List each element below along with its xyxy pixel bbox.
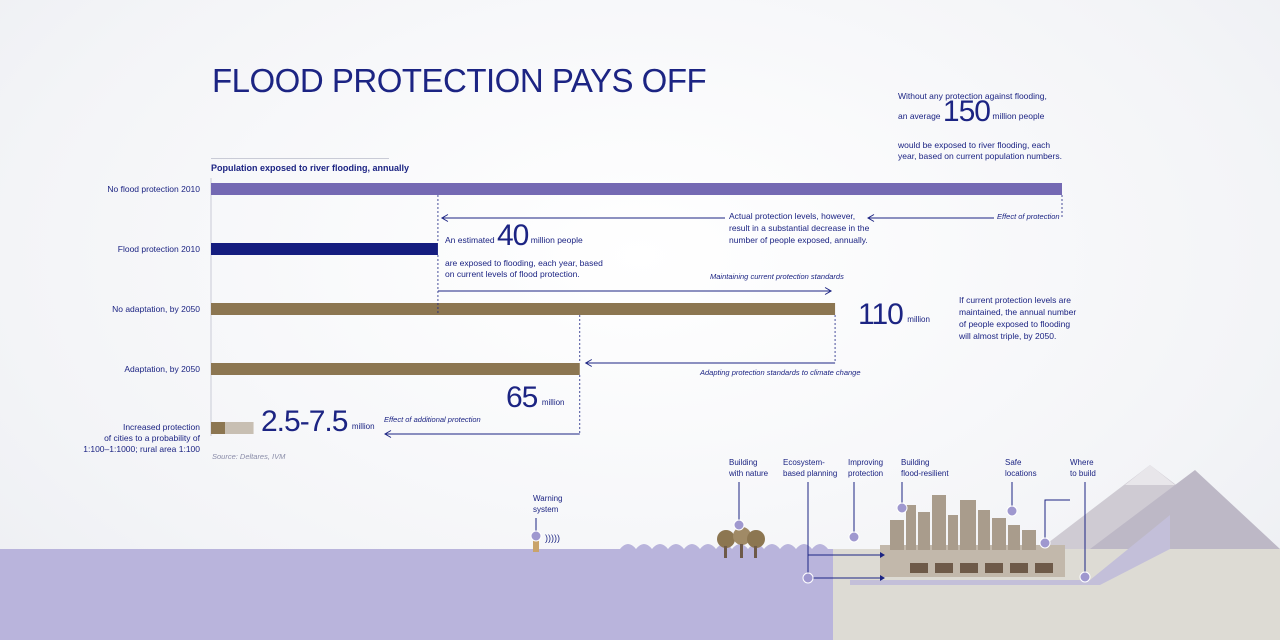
note-150-line1: Without any protection against flooding, [898,91,1047,101]
row-label-line: Adaptation, by 2050 [124,363,200,374]
value-range: 2.5-7.5 million [261,405,375,439]
value-65-unit: million [541,398,565,407]
row-label-4: Increased protection of cities to a proba… [0,422,200,455]
value-range-unit: million [351,422,375,431]
bar-3 [211,363,580,375]
value-40: 40 [497,219,529,252]
note-40-line2: are exposed to flooding, each year, base… [445,258,603,268]
callout-lines [535,482,1086,579]
note-150: an average 150 million people [898,97,1045,127]
row-label-0: No flood protection 2010 [0,184,200,195]
note-110-line1: If current protection levels are [959,295,1071,305]
value-110-unit: million [907,315,930,324]
bar-2 [211,303,836,315]
subtitle-rule [211,158,389,159]
warning-post-icon [533,536,539,552]
row-label-line: No adaptation, by 2050 [112,303,200,314]
city-houses [910,563,1053,573]
mountain-front [1090,470,1280,549]
label-where: Where to build [1070,458,1096,478]
bar-0 [211,183,1062,195]
label-adapting: Adapting protection standards to climate… [700,368,861,377]
bar-1 [211,243,438,255]
label-effect-of-protection: Effect of protection [997,212,1060,221]
row-label-line: No flood protection 2010 [107,183,200,194]
row-label-line: 1:100–1:1000; rural area 1:100 [83,444,200,454]
row-label-3: Adaptation, by 2050 [0,364,200,375]
bar-4-low [211,422,226,434]
note-actual-line2: result in a substantial decrease in the [729,223,870,233]
value-110: 110 million [858,298,930,332]
warning-signal-icon: ))))) [545,533,560,543]
note-150-post: million people [992,111,1045,121]
value-65: 65 million [506,381,565,415]
arrow-adapting-head [584,359,593,367]
arrow-effect-additional-head [384,430,392,438]
row-label-line: Increased protection [122,422,200,432]
arrow-effect-protection-head [867,214,875,222]
water-area [0,549,833,640]
chart-title: FLOOD PROTECTION PAYS OFF [212,62,707,99]
note-40-line3: on current levels of flood protection. [445,269,580,279]
note-110-line2: maintained, the annual number [959,307,1077,317]
row-label-line: Flood protection 2010 [117,243,200,254]
note-actual-line3: number of people exposed, annually. [729,235,868,245]
city-buildings [890,495,1036,550]
note-40-pre: An estimated [445,235,495,245]
trees-icon [717,527,765,558]
label-warning: Warning system [533,494,563,514]
label-resilient: Building flood-resilient [901,458,949,478]
note-150-pre: an average [898,111,941,121]
value-range-num: 2.5-7.5 [261,405,348,438]
callout-dots [530,502,1091,584]
label-safe: Safe locations [1005,458,1037,478]
mountain-snow [1125,465,1175,485]
note-110-line3: of people exposed to flooding [959,319,1071,329]
note-110-line4: will almost triple, by 2050. [959,331,1057,341]
row-label-2: No adaptation, by 2050 [0,304,200,315]
note-40: An estimated 40 million people [445,221,583,251]
label-improving: Improving protection [848,458,884,478]
label-nature: Building with nature [729,458,769,478]
note-40-post: million people [530,235,583,245]
note-actual-line1: Actual protection levels, however, [729,211,856,221]
callout-arrowheads [880,552,885,581]
value-150: 150 [942,95,991,128]
chart-subtitle: Population exposed to river flooding, an… [211,163,410,173]
bar-4-range [225,422,254,434]
label-ecosystem: Ecosystem-based planning [783,458,838,478]
label-effect-additional: Effect of additional protection [384,415,481,424]
arrow-actual-head [440,214,449,222]
source-note: Source: Deltares, IVM [212,452,286,461]
row-label-line: of cities to a probability of [104,433,200,443]
note-150-line2: would be exposed to river flooding, each [898,140,1051,150]
value-65-num: 65 [506,381,538,414]
note-150-line3: year, based on current population number… [898,151,1062,161]
label-maintaining: Maintaining current protection standards [710,272,844,281]
arrow-maintaining-head [824,287,833,295]
value-110-num: 110 [858,298,904,331]
row-label-1: Flood protection 2010 [0,244,200,255]
